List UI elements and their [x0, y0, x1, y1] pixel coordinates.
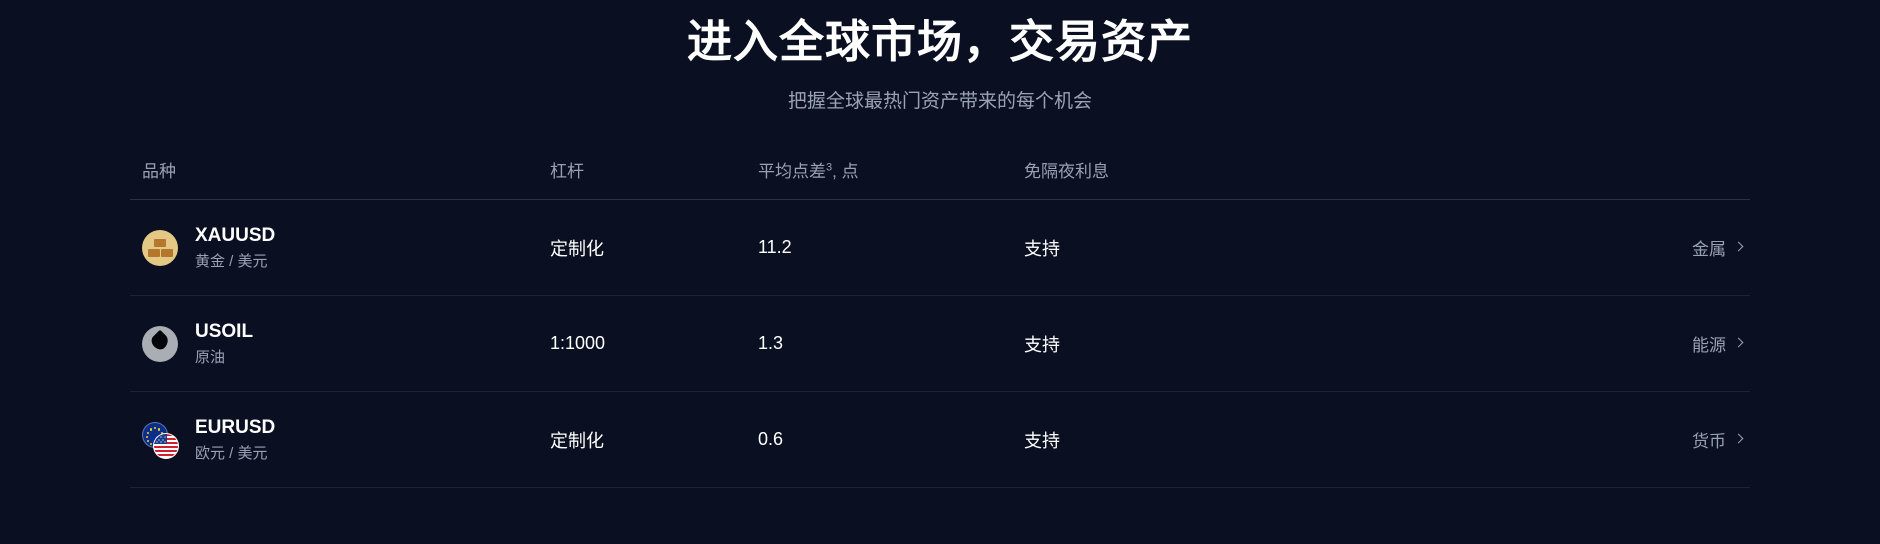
leverage-value: 定制化: [550, 238, 604, 259]
category-link[interactable]: 金属: [1444, 235, 1750, 260]
column-header-spread: 平均点差3, 点: [758, 157, 1024, 182]
category-label: 货币: [1692, 432, 1726, 452]
page-title: 进入全球市场，交易资产: [686, 16, 1193, 67]
column-header-swap: 免隔夜利息: [1024, 162, 1109, 182]
category-label: 能源: [1692, 336, 1726, 356]
column-header-leverage: 杠杆: [550, 162, 584, 182]
chevron-right-icon: [1733, 433, 1744, 444]
spread-value: 11.2: [758, 237, 792, 258]
column-header-spread-footnote: 3: [826, 161, 833, 174]
table-row[interactable]: XAUUSD 黄金 / 美元 定制化 11.2 支持 金属: [130, 200, 1750, 297]
hero-block: 进入全球市场，交易资产 把握全球最热门资产带来的每个机会: [0, 0, 1880, 113]
instruments-table: 品种 杠杆 平均点差3, 点 免隔夜利息 XAUUSD 黄金 / 美元 定制化 …: [130, 157, 1750, 489]
instrument-symbol: EURUSD: [195, 417, 276, 439]
spread-value: 0.6: [758, 429, 784, 450]
column-header-spread-unit: , 点: [832, 162, 859, 182]
leverage-value: 定制化: [550, 430, 604, 451]
instrument-name: 黄金 / 美元: [195, 253, 268, 271]
swap-value: 支持: [1024, 238, 1060, 259]
chevron-right-icon: [1733, 337, 1744, 348]
table-row[interactable]: EURUSD 欧元 / 美元 定制化 0.6 支持 货币: [130, 392, 1750, 489]
instrument-cell: USOIL 原油: [130, 320, 550, 367]
chevron-right-icon: [1733, 241, 1744, 252]
instrument-cell: XAUUSD 黄金 / 美元: [130, 224, 550, 271]
eur-usd-flags-icon: [142, 421, 179, 459]
column-header-instrument: 品种: [142, 162, 176, 182]
category-label: 金属: [1692, 240, 1726, 260]
swap-value: 支持: [1024, 334, 1060, 355]
instrument-name: 欧元 / 美元: [195, 445, 268, 463]
leverage-value: 1:1000: [550, 333, 606, 354]
table-row[interactable]: USOIL 原油 1:1000 1.3 支持 能源: [130, 296, 1750, 393]
category-link[interactable]: 货币: [1444, 427, 1750, 452]
instrument-symbol: XAUUSD: [195, 225, 276, 247]
gold-bars-icon: [142, 229, 178, 266]
table-header-row: 品种 杠杆 平均点差3, 点 免隔夜利息: [130, 157, 1750, 201]
oil-drop-icon: [142, 325, 178, 362]
category-link[interactable]: 能源: [1444, 331, 1750, 356]
instrument-cell: EURUSD 欧元 / 美元: [130, 416, 550, 463]
instrument-name: 原油: [195, 349, 226, 367]
spread-value: 1.3: [758, 333, 784, 354]
page-subtitle: 把握全球最热门资产带来的每个机会: [787, 91, 1092, 113]
instrument-symbol: USOIL: [195, 321, 254, 343]
swap-value: 支持: [1024, 430, 1060, 451]
column-header-spread-text: 平均点差: [758, 162, 826, 182]
